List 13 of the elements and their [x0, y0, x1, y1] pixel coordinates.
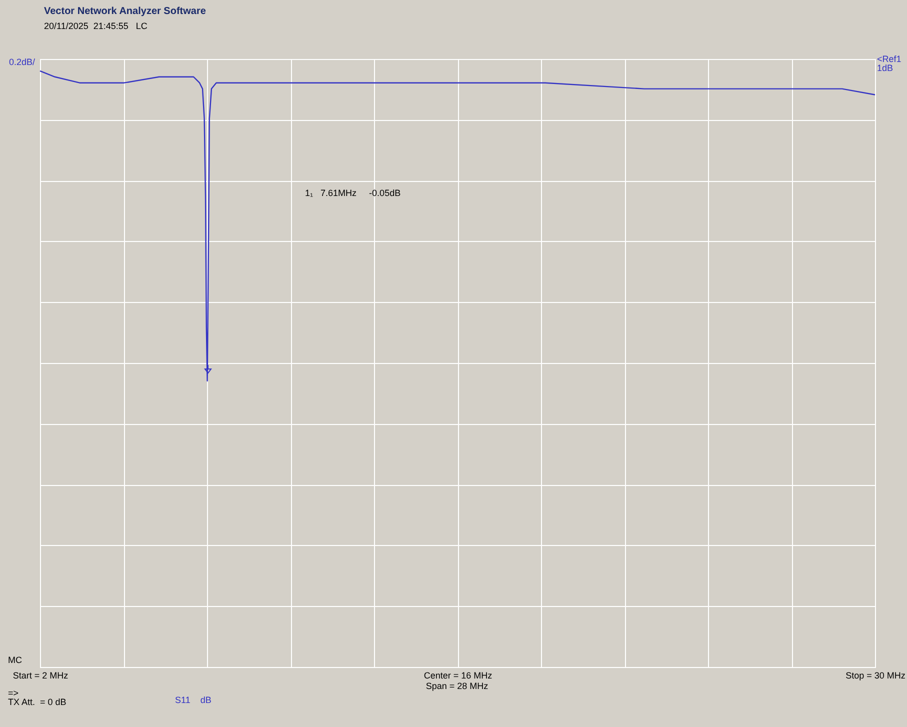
text: S11 dB	[175, 695, 212, 705]
text: 0.2dB/	[9, 57, 36, 67]
text: MC	[8, 655, 22, 665]
x-tick-label: Start = 2 MHz	[12, 670, 69, 680]
annotation: 1₁ 7.61MHz -0.05dB	[305, 188, 401, 198]
x-tick-label: Stop = 30 MHz	[846, 670, 906, 680]
x-tick-label: Center = 16 MHz	[424, 670, 493, 680]
chart-title: Vector Network Analyzer Software	[44, 6, 206, 17]
text: Span = 28 MHz	[426, 681, 488, 691]
text: TX Att. = 0 dB	[8, 697, 66, 707]
chart-subtitle: 20/11/2025 21:45:55 LC	[44, 21, 148, 31]
text: <Ref1 1dB	[877, 54, 902, 73]
text: =>	[8, 688, 19, 698]
